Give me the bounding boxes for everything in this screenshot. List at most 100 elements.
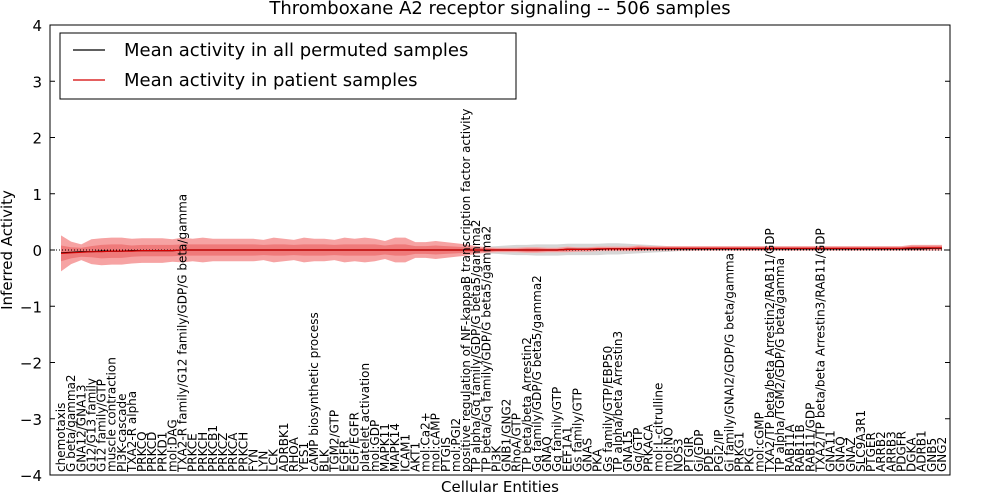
x-tick-label: PKA [591,448,605,472]
y-tick-label: 4 [32,17,42,35]
x-tick-label: TGM2/GTP [327,410,341,473]
x-tick-label: PTGER [864,432,878,472]
x-tick-label: PTGIR [682,436,696,472]
x-tick-label: G12 family/GTP [95,379,109,472]
x-tick-label: mol:DAG [165,419,179,472]
legend: Mean activity in all permuted samples Me… [59,32,517,100]
x-tick-label: PRKCB1 [206,425,220,472]
x-tick-label: PRKG1 [733,432,747,472]
x-tick-label: GNA11 [824,430,838,472]
x-tick-label: Gi family/GNAI2/GDP/G beta/gamma [722,253,736,472]
y-tick-label: −1 [20,298,42,316]
x-tick-label: TP alpha/TGM2/GDP/G beta/gamma [773,258,787,473]
x-tick-label: GNAZ [844,437,858,472]
x-tick-label: PRKD1 [155,432,169,472]
x-tick-label: Gs family/GTP [570,388,584,472]
x-tick-label: mol:Ca2+ [419,412,433,472]
x-tick-label: PGI2/IP [712,429,726,472]
x-tick-label: FYN [246,449,260,472]
x-tick-label: ADRB1 [915,430,929,472]
y-tick-label: −3 [20,411,42,429]
x-tick-label: mol:GDP [368,420,382,472]
x-tick-label: PRKCD [145,432,159,472]
x-tick-label: TXA2-R family/G12 family/GDP/G beta/gamm… [176,194,190,473]
x-tick-label: G beta/gamma2 [64,374,78,472]
x-tick-label: PRKCH [196,432,210,472]
y-axis-label: Inferred Activity [0,190,16,310]
x-tick-label: GNB1/GNG2 [500,399,514,472]
x-tick-label: PRKCH [236,432,250,472]
x-tick-label: TXA2/TP beta/beta Arrestin3/RAB11/GDP [814,228,828,473]
x-tick-label: TP alpha/Gq family/GDP/G beta5/gamma2 [469,219,483,473]
x-tick-label: RAB11A [783,423,797,472]
x-tick-label: GNA15 [621,430,635,472]
x-tick-label: mol:cGMP [753,412,767,472]
x-tick-label: NOS3 [672,438,686,472]
series-line-patient [60,247,942,254]
series-layer [60,247,942,254]
x-tick-label: ADRBK1 [277,422,291,472]
x-tick-label: EGF/EGFR [348,412,362,472]
y-tick-label: 3 [32,73,42,91]
x-tick-label: RHOA [287,436,301,472]
y-tick-label: 1 [32,186,42,204]
x-tick-label: GNB5 [925,438,939,472]
legend-label-patient: Mean activity in patient samples [124,70,418,91]
x-tick-label: positive regulation of NF-kappaB transcr… [459,109,473,472]
x-tick-label: GNG2 [935,437,949,472]
x-tick-label: PKG [743,448,757,472]
x-tick-label: TXA2-R alpha [125,391,139,473]
x-tick-label: TXA2/TP beta/beta Arrestin2/RAB11/GDP [763,228,777,473]
x-tick-label: LCK [267,448,281,472]
x-tick-label: PDGFR [895,431,909,472]
y-tick-label: −2 [20,355,42,373]
x-tick-label: ICAM1 [398,434,412,472]
x-tick-label: GNAQ [834,436,848,472]
x-tick-label: RhoA/GTP [510,413,524,472]
x-tick-label: PRKCA [226,432,240,472]
x-tick-label: PRKACA [641,423,655,472]
x-tick-label: GNAQ [540,436,554,472]
x-tick-label: muscle contraction [105,357,119,472]
x-tick-label: ARRB2 [874,431,888,472]
y-axis: 4 3 2 1 0 −1 −2 −3 −4 [20,17,950,485]
x-tick-label: G12/G13 family [84,378,98,472]
y-tick-label: −4 [20,467,42,485]
x-tick-label: TP beta/Gq family/GDP/G beta5/gamma2 [479,226,493,473]
x-tick-label: DGKA [905,437,919,472]
x-tick-label: PRKCZ [216,433,230,472]
x-tick-label: PI3K-cascade [115,393,129,472]
x-tick-label: RAB11/GDP [803,403,817,472]
x-tick-label: SLC9A3R1 [854,410,868,472]
x-tick-label: platelet activation [358,363,372,472]
x-tick-label: Gi/GDP [692,430,706,472]
x-tick-label: LYN [257,451,271,472]
y-tick-label: 2 [32,130,42,148]
x-tick-label: PI3K [489,445,503,472]
x-tick-label: PDE [702,448,716,472]
x-tick-label: mol:PGI2 [449,418,463,472]
chart-title: Thromboxane A2 receptor signaling -- 506… [268,0,730,19]
x-tick-label: GNAS [581,438,595,472]
x-tick-label: EGFR [338,440,352,472]
x-tick-label: AKT1 [408,442,422,472]
x-tick-label: Gq family/GTP [550,387,564,472]
x-tick-label: TP beta/beta Arrestin2 [520,337,534,473]
x-tick-label: chemotaxis [54,403,68,472]
x-tick-label: GNA12/GNA13 [74,384,88,472]
x-tick-label: TP alpha/beta Arrestin3 [611,331,625,473]
x-tick-label: ARRB3 [884,431,898,472]
x-tick-label: Gq family/GDP/G beta5/gamma2 [530,275,544,472]
x-tick-label: PRKCQ [135,431,149,472]
x-tick-label: PRKCE [186,433,200,472]
x-tick-label: Gq/GTP [631,428,645,472]
x-axis-label: Cellular Entities [441,478,559,496]
x-tick-label: RAB11B [793,424,807,472]
x-tick-label: MAPK11 [378,423,392,472]
legend-label-permuted: Mean activity in all permuted samples [124,40,468,61]
band-layer [61,235,942,272]
x-tick-label: mol:cAMP [429,413,443,472]
x-tick-label: mol:L-citrulline [652,383,666,472]
